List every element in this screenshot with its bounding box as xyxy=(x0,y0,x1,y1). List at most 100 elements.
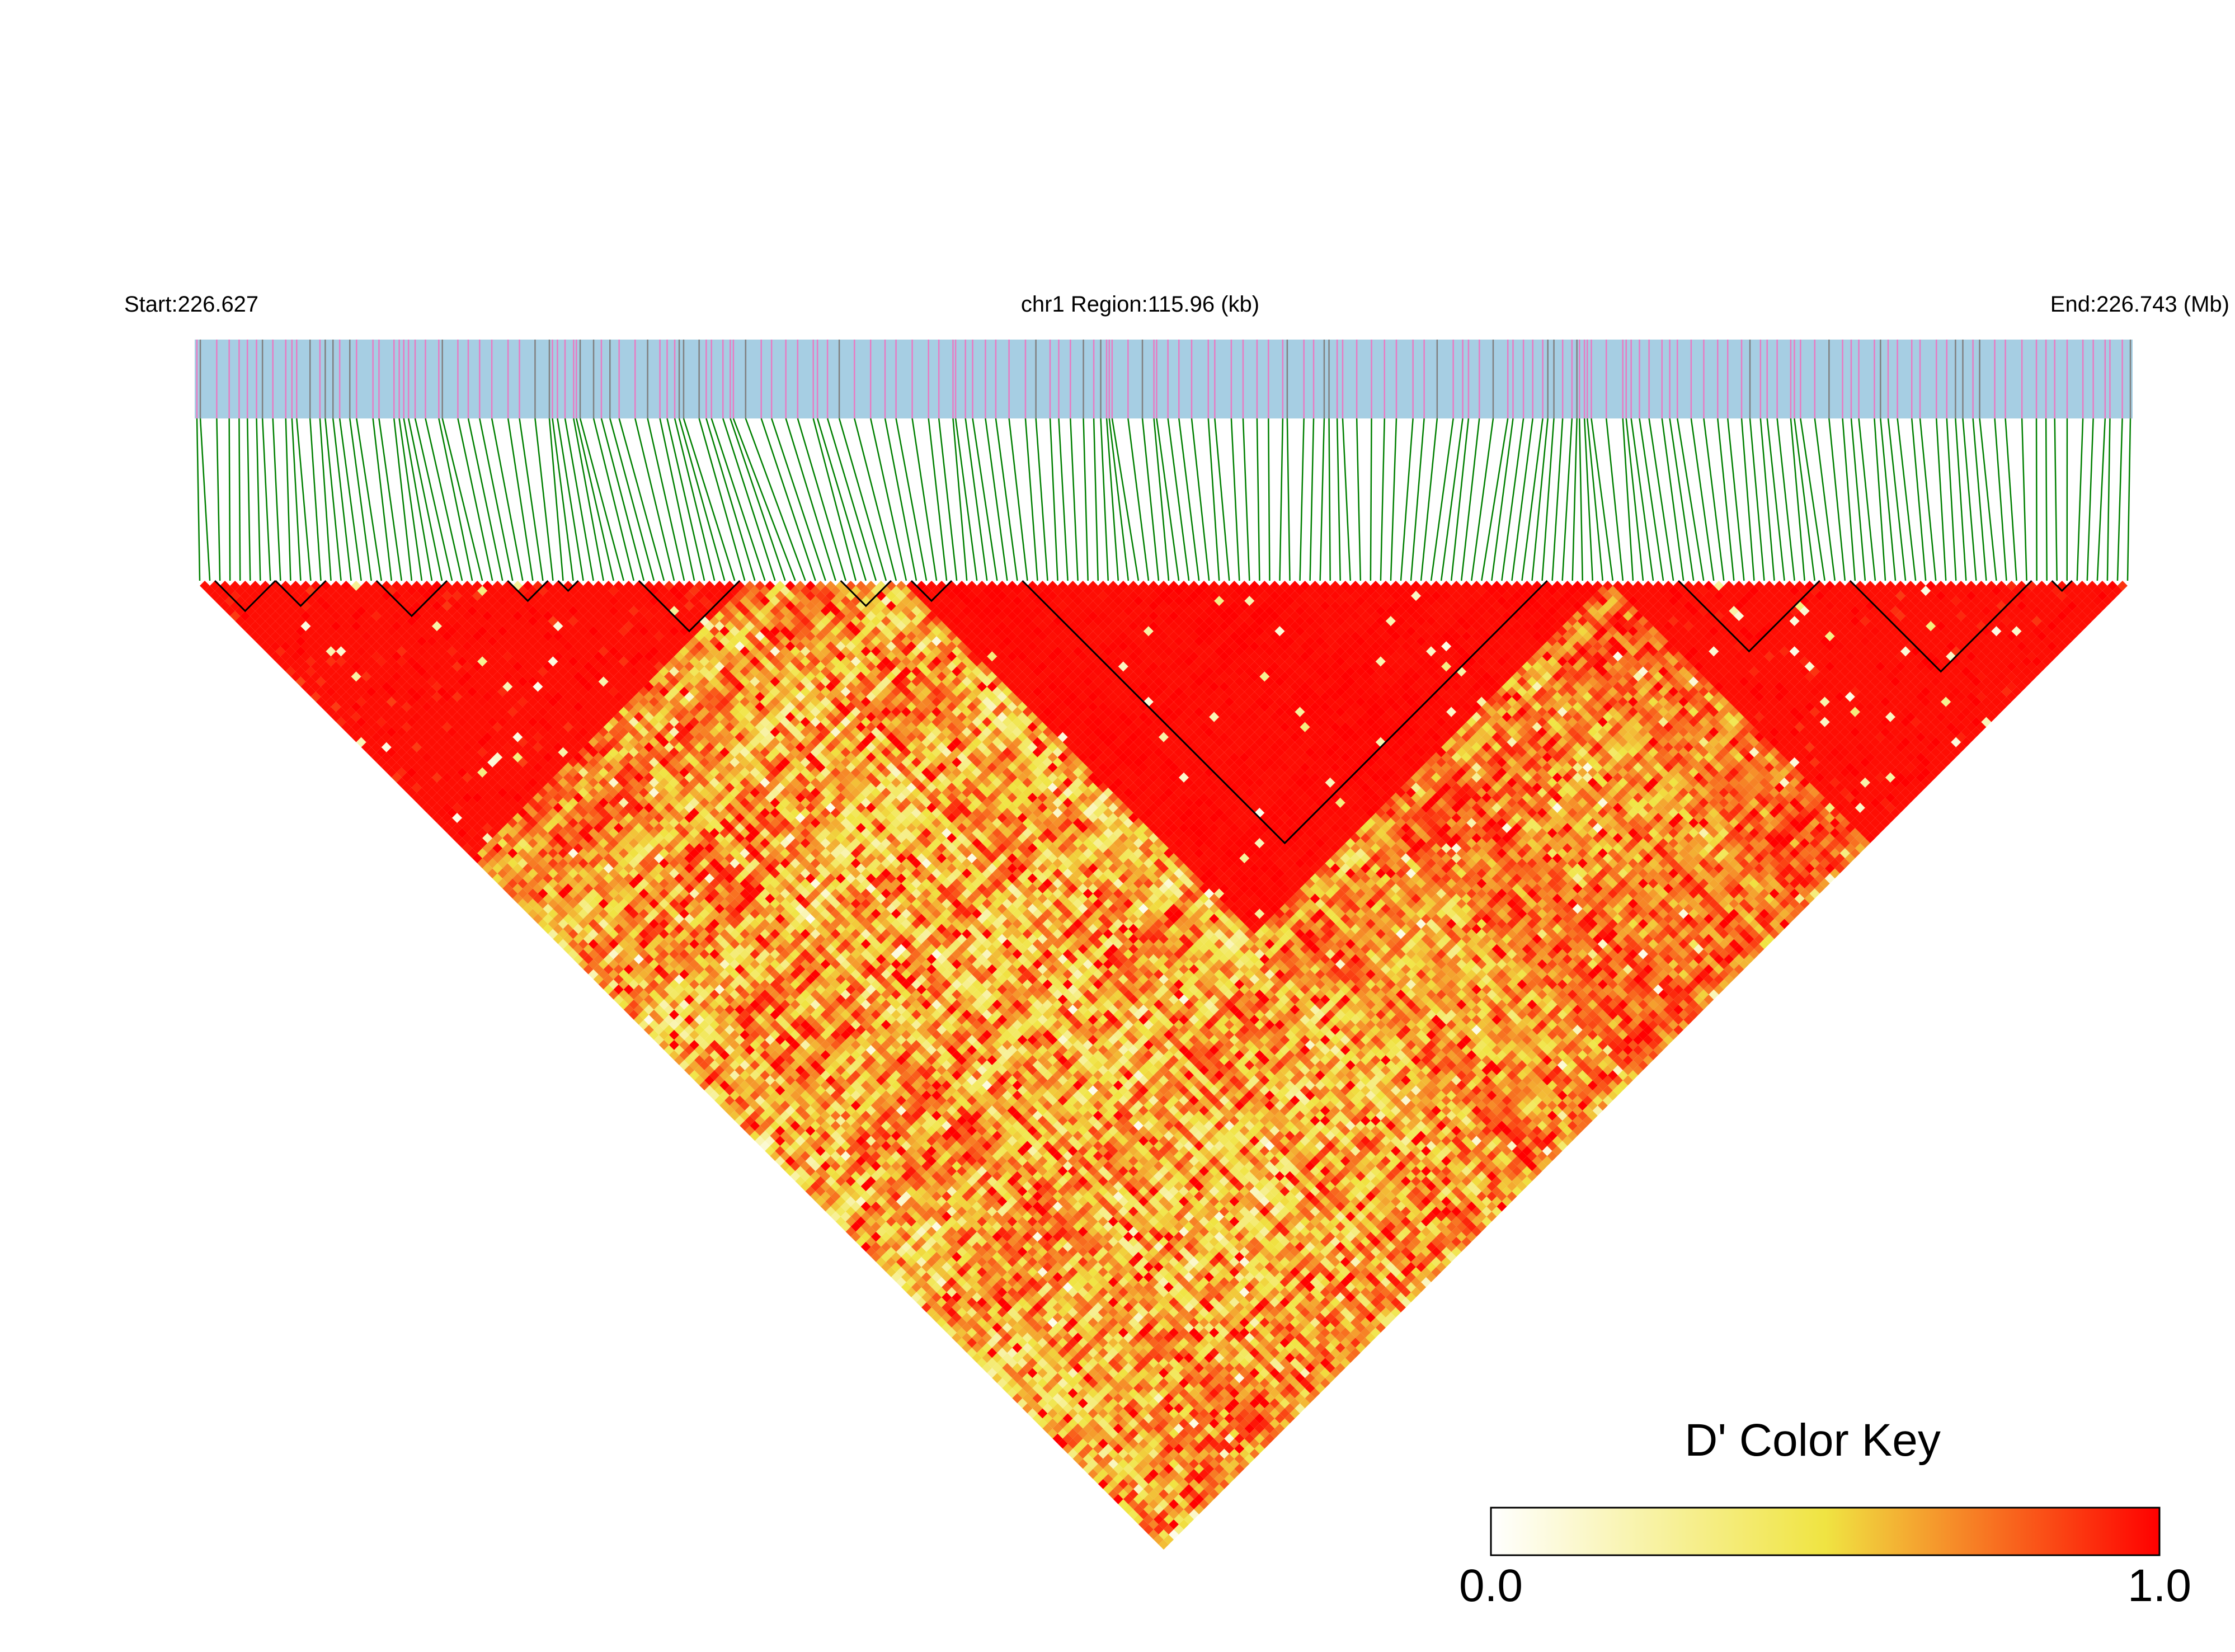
ld-cell xyxy=(462,812,473,823)
ld-cell xyxy=(765,1105,775,1116)
ld-cell xyxy=(598,939,609,949)
ld-cell xyxy=(593,974,604,985)
ld-cell xyxy=(669,1039,679,1050)
ld-cell xyxy=(295,636,306,647)
ld-cell xyxy=(735,1095,745,1106)
ld-cell xyxy=(1123,1474,1133,1484)
ld-cell xyxy=(1103,1484,1113,1494)
ld-cell xyxy=(406,757,417,768)
ld-cell xyxy=(790,1141,801,1151)
ld-cell xyxy=(376,757,387,768)
ld-cell xyxy=(1067,1448,1078,1459)
ld-cell xyxy=(653,1024,664,1035)
snp-connector xyxy=(928,418,948,581)
ld-cell xyxy=(381,762,392,773)
ld-cell xyxy=(1037,1408,1048,1419)
ld-cell xyxy=(523,883,533,894)
snp-connector xyxy=(1717,418,1735,581)
ld-cell xyxy=(371,722,382,732)
ld-cell xyxy=(1047,1418,1058,1429)
ld-cell xyxy=(477,848,488,859)
ld-cell xyxy=(1083,1453,1093,1464)
snp-connector xyxy=(1858,418,1876,581)
snp-connector xyxy=(1491,418,1514,581)
ld-cell xyxy=(386,767,397,778)
ld-cell xyxy=(290,651,301,662)
ld-cell xyxy=(250,631,261,642)
ld-cell xyxy=(674,1014,685,1025)
snp-connector xyxy=(884,418,917,581)
snp-connector xyxy=(407,418,443,581)
ld-cell xyxy=(1052,1403,1063,1414)
snp-connector xyxy=(291,418,302,581)
ld-cell xyxy=(431,802,443,813)
snp-connector xyxy=(372,418,393,581)
ld-cell xyxy=(1042,1393,1053,1404)
ld-cell xyxy=(1113,1484,1123,1494)
ld-cell xyxy=(240,591,251,601)
snp-connector xyxy=(954,418,978,581)
snp-connector xyxy=(1256,418,1260,581)
ld-cell xyxy=(658,1019,669,1030)
ld-cell xyxy=(679,1060,690,1071)
ld-cell xyxy=(982,1333,992,1343)
snp-connector xyxy=(1850,418,1866,581)
ld-cell xyxy=(548,919,558,929)
snp-connector xyxy=(579,418,624,581)
ld-cell xyxy=(699,1039,710,1050)
ld-cell xyxy=(790,1171,801,1182)
snp-connector xyxy=(1962,418,1977,581)
ld-cell xyxy=(482,863,493,874)
ld-cell xyxy=(684,1055,695,1065)
ld-cell xyxy=(658,999,669,1010)
snp-connector xyxy=(1703,418,1725,581)
snp-connector xyxy=(1153,418,1170,581)
ld-cell xyxy=(1052,1413,1063,1424)
ld-cell xyxy=(351,702,361,712)
ld-cell xyxy=(401,772,412,783)
ld-cell xyxy=(628,999,639,1010)
snp-connector xyxy=(1972,418,1987,581)
snp-connector-lines xyxy=(196,418,2132,581)
ld-cell xyxy=(886,1236,896,1247)
ld-cell xyxy=(528,909,538,919)
ld-cell xyxy=(730,1100,740,1111)
ld-cell xyxy=(765,1146,775,1156)
ld-cell xyxy=(623,974,634,985)
ld-cell xyxy=(613,964,624,975)
ld-cell xyxy=(603,954,614,964)
snp-connector xyxy=(1814,418,1836,581)
snp-connector xyxy=(1648,418,1674,581)
ld-cell xyxy=(381,732,392,742)
ld-cell xyxy=(1037,1418,1048,1429)
ld-cell xyxy=(507,888,518,899)
ld-cell xyxy=(815,1166,826,1176)
ld-cell xyxy=(740,1121,750,1131)
snp-connector xyxy=(1299,418,1305,581)
ld-cell xyxy=(371,732,382,742)
ld-cell xyxy=(1153,1524,1164,1535)
ld-cell xyxy=(850,1211,861,1222)
ld-cell xyxy=(1128,1499,1138,1509)
ld-cell xyxy=(795,1156,806,1166)
ld-cell xyxy=(538,919,548,929)
ld-cell xyxy=(533,893,543,904)
ld-cell xyxy=(750,1131,760,1141)
ld-cell xyxy=(396,777,407,788)
ld-cell xyxy=(820,1161,831,1171)
ld-cell xyxy=(957,1307,967,1318)
ld-cell xyxy=(855,1226,866,1237)
ld-cell xyxy=(396,767,407,778)
ld-cell xyxy=(896,1277,906,1287)
snp-connector xyxy=(1093,418,1099,581)
ld-cell xyxy=(1007,1358,1018,1368)
ld-cell xyxy=(310,651,321,662)
ld-cell xyxy=(598,979,609,990)
snp-connector xyxy=(1541,418,1555,581)
ld-cell xyxy=(290,661,301,672)
ld-cell xyxy=(815,1196,826,1207)
ld-cell xyxy=(502,873,513,884)
ld-cell xyxy=(472,833,483,844)
ld-cell xyxy=(598,969,609,980)
ld-cell xyxy=(305,676,316,687)
